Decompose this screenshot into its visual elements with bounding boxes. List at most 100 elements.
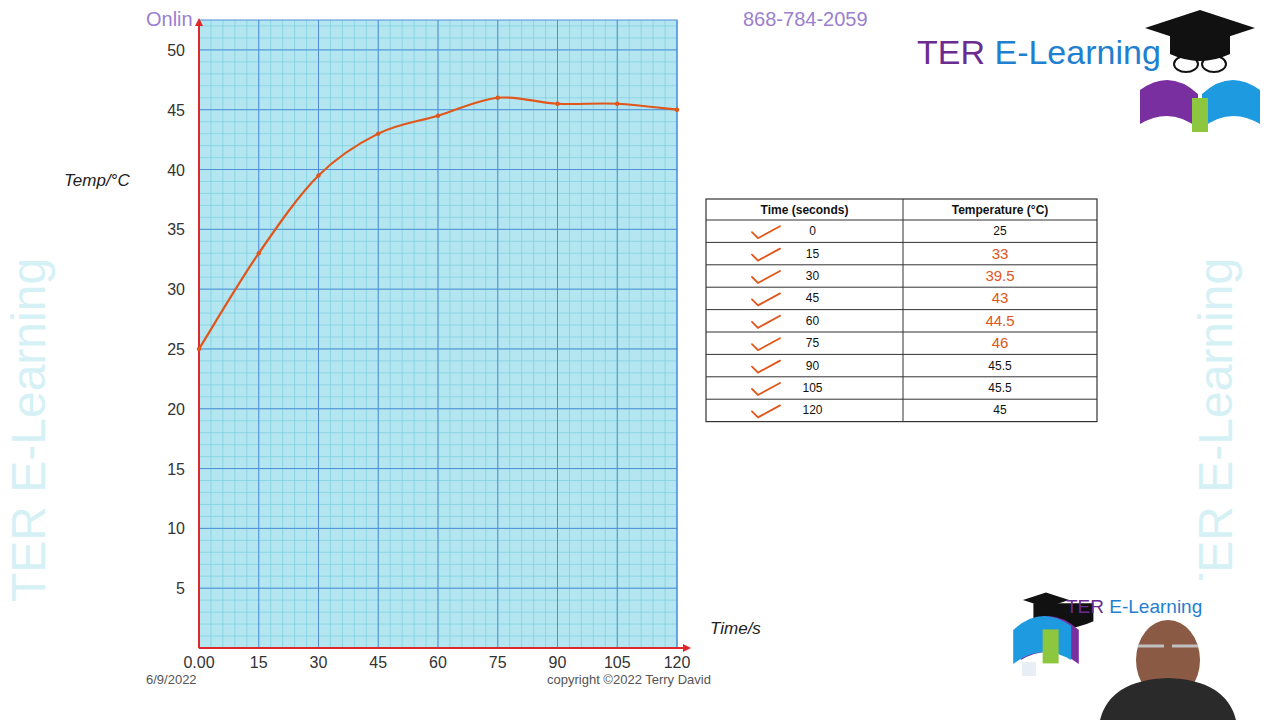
minor-grid <box>461 20 462 648</box>
x-tick-label: 105 <box>604 654 631 671</box>
grid-line <box>199 229 677 230</box>
small-icon <box>1022 662 1036 676</box>
minor-grid <box>473 20 474 648</box>
table-cell: 43 <box>992 289 1009 306</box>
table-cell: 75 <box>806 336 820 350</box>
data-point <box>257 251 261 255</box>
grid-line <box>557 20 558 648</box>
minor-grid <box>617 20 618 648</box>
plot-frame <box>199 20 677 648</box>
minor-grid <box>581 20 582 648</box>
table-rule <box>706 399 1097 400</box>
x-tick-label: 75 <box>489 654 507 671</box>
grid-line <box>199 588 677 589</box>
minor-grid <box>366 20 367 648</box>
axis-arrow <box>683 644 691 652</box>
data-point <box>675 108 679 112</box>
page: TER E-LearningTER E-LearningOnlin868-784… <box>0 0 1280 720</box>
minor-grid <box>294 20 295 648</box>
data <box>197 96 679 352</box>
axis-arrow <box>195 18 203 26</box>
minor-grid <box>306 20 307 648</box>
table-cell: 25 <box>993 224 1007 238</box>
minor-grid <box>342 20 343 648</box>
table-cell: 45 <box>993 403 1007 417</box>
minor-grid <box>665 20 666 648</box>
background <box>0 0 1280 720</box>
check-mark <box>752 405 780 417</box>
minor-grid <box>199 109 677 110</box>
table-cell: 60 <box>806 314 820 328</box>
y-tick-label: 40 <box>167 162 185 179</box>
x-tick-label: 15 <box>250 654 268 671</box>
table-rule <box>706 332 1097 333</box>
date: 6/9/2022 <box>146 672 197 687</box>
y-tick-label: 15 <box>167 461 185 478</box>
table-rule <box>706 242 1097 243</box>
minor-grid <box>354 20 355 648</box>
x-tick-label: 45 <box>369 654 387 671</box>
table-frame <box>706 199 1097 422</box>
minor-grid <box>199 169 677 170</box>
minor-grid <box>258 20 259 648</box>
table-cell: 15 <box>806 247 820 261</box>
minor-grid <box>282 20 283 648</box>
minor-grid <box>199 49 677 50</box>
minor-grid <box>509 20 510 648</box>
minor-grid <box>557 20 558 648</box>
minor-grid <box>270 20 271 648</box>
x-tick-label: 30 <box>310 654 328 671</box>
data-point <box>197 347 201 351</box>
grid-line <box>199 408 677 409</box>
data-point <box>436 113 440 117</box>
phone: 868-784-2059 <box>743 8 868 30</box>
data-line <box>199 97 677 349</box>
y-tick-label: 30 <box>167 281 185 298</box>
table-rule <box>706 309 1097 310</box>
y-tick-label: 20 <box>167 401 185 418</box>
minor-grid <box>414 20 415 648</box>
check-mark <box>752 249 780 261</box>
book-icon <box>1140 80 1198 128</box>
table-rule <box>706 376 1097 377</box>
data-point <box>316 173 320 177</box>
data-point <box>376 131 380 135</box>
table-cell: 44.5 <box>985 312 1014 329</box>
minor-grid <box>318 20 319 648</box>
webcam <box>1010 580 1280 720</box>
x-tick-label: 60 <box>429 654 447 671</box>
check-mark <box>752 316 780 328</box>
table-cell: 45.5 <box>988 359 1012 373</box>
grid-line <box>617 20 618 648</box>
grid-line <box>199 169 677 170</box>
table-rule <box>706 354 1097 355</box>
x-tick-label: 0.00 <box>183 654 214 671</box>
table-cell: 45.5 <box>988 381 1012 395</box>
minor-grid <box>545 20 546 648</box>
header: Onlin <box>146 8 193 30</box>
minor-grid <box>402 20 403 648</box>
minor-grid <box>641 20 642 648</box>
minor-grid <box>569 20 570 648</box>
minor-grid <box>497 20 498 648</box>
grid-line <box>318 20 319 648</box>
grid-line <box>497 20 498 648</box>
table-rule <box>706 264 1097 265</box>
book-icon <box>1043 629 1059 663</box>
check-mark <box>752 361 780 373</box>
grid-line <box>199 468 677 469</box>
table-cell: 33 <box>992 245 1009 262</box>
minor-grid <box>199 289 677 290</box>
brand-logo: TER E-Learning <box>917 33 1161 71</box>
x-tick-label: 120 <box>664 654 691 671</box>
minor-grid <box>199 229 677 230</box>
grid-line <box>199 528 677 529</box>
minor-grid <box>426 20 427 648</box>
minor-grid <box>199 348 677 349</box>
grid-line <box>199 20 200 648</box>
table-cell: 120 <box>802 403 822 417</box>
table-header: Temperature (°C) <box>952 203 1049 217</box>
x-tick-label: 90 <box>549 654 567 671</box>
minor-grid <box>222 20 223 648</box>
y-tick-label: 45 <box>167 102 185 119</box>
